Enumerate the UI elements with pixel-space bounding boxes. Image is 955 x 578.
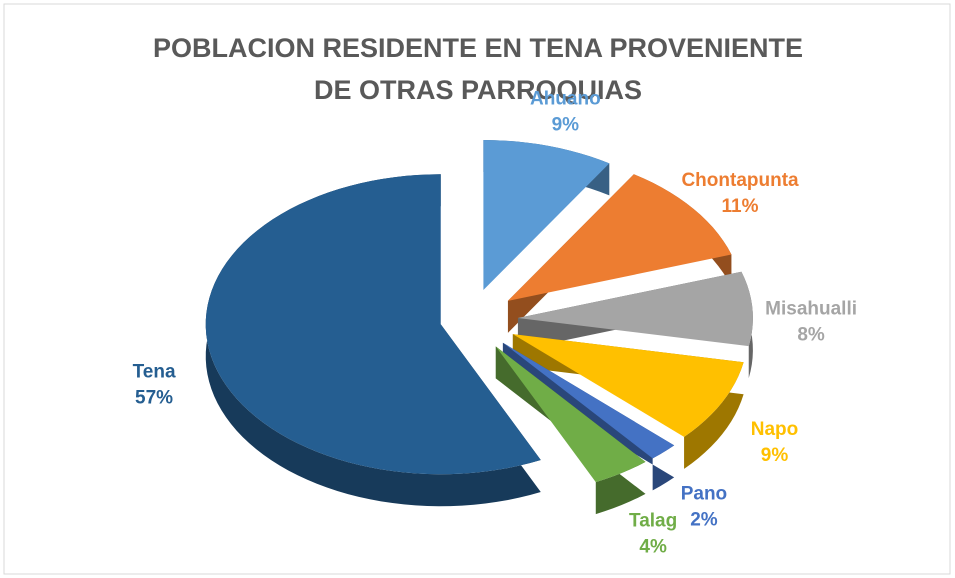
slice [483, 140, 610, 291]
category-label: Pano [681, 483, 727, 504]
value-label: 11% [722, 196, 759, 217]
value-label: 8% [797, 324, 825, 345]
slice [517, 271, 753, 347]
slice-side [205, 174, 541, 507]
chart-title: POBLACION RESIDENTE EN TENA PROVENIENTE [153, 33, 803, 63]
category-label: Tena [133, 361, 176, 382]
slice [495, 346, 646, 483]
value-label: 2% [690, 509, 718, 530]
category-label: Talag [629, 510, 677, 531]
category-label: Chontapunta [681, 170, 799, 191]
value-label: 9% [552, 115, 580, 136]
value-label: 57% [135, 387, 173, 408]
value-label: 9% [761, 445, 789, 466]
chart-title: DE OTRAS PARROQUIAS [314, 75, 642, 105]
category-label: Misahualli [765, 298, 857, 319]
category-label: Ahuano [530, 89, 601, 110]
slice [507, 174, 732, 301]
category-label: Napo [751, 419, 799, 440]
slice-side [502, 342, 675, 491]
slice [205, 174, 541, 475]
slice [502, 342, 675, 459]
slice [512, 334, 744, 437]
value-label: 4% [639, 536, 667, 557]
